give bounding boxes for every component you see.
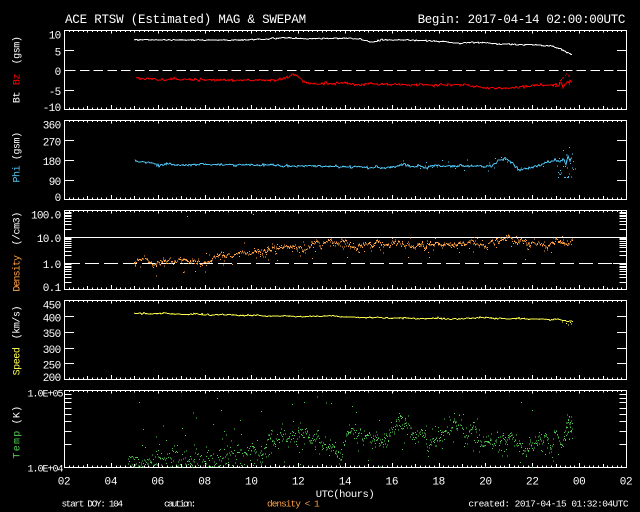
svg-text:Phi: Phi (12, 165, 24, 182)
svg-text:(K): (K) (12, 406, 24, 425)
svg-text:350: 350 (43, 329, 61, 341)
svg-text:450: 450 (43, 300, 61, 312)
svg-text:caution:: caution: (164, 499, 195, 510)
svg-text:400: 400 (43, 313, 61, 325)
svg-text:-5: -5 (49, 87, 61, 99)
svg-text:02: 02 (620, 477, 633, 489)
svg-text:12: 12 (292, 477, 305, 489)
svg-text:Bz: Bz (13, 74, 24, 86)
svg-text:density < 1: density < 1 (267, 499, 320, 510)
svg-text:10: 10 (49, 30, 61, 42)
svg-text:Bt: Bt (13, 92, 24, 103)
svg-text:5: 5 (55, 47, 61, 59)
svg-text:1.0E+05: 1.0E+05 (27, 390, 63, 401)
svg-text:18: 18 (432, 477, 445, 489)
svg-text:90: 90 (49, 177, 61, 189)
svg-text:06: 06 (151, 477, 164, 489)
svg-text:1.0E+04: 1.0E+04 (27, 465, 63, 476)
svg-text:360: 360 (43, 120, 61, 132)
svg-text:1.0: 1.0 (43, 260, 61, 272)
svg-text:Speed: Speed (12, 347, 24, 375)
svg-text:02: 02 (58, 477, 71, 489)
svg-text:300: 300 (43, 345, 61, 357)
svg-text:270: 270 (43, 137, 61, 149)
svg-text:00: 00 (573, 477, 586, 489)
svg-text:180: 180 (43, 157, 61, 169)
svg-text:(/cm3): (/cm3) (12, 212, 24, 245)
svg-text:(km/s): (km/s) (12, 306, 24, 339)
svg-text:0.1: 0.1 (43, 283, 62, 295)
svg-text:created: 2017-04-15 01:32:04UT: created: 2017-04-15 01:32:04UTC (468, 499, 629, 510)
svg-text:20: 20 (479, 477, 492, 489)
svg-text:250: 250 (43, 361, 61, 373)
svg-text:0: 0 (55, 193, 61, 205)
svg-text:10: 10 (245, 477, 258, 489)
svg-text:04: 04 (105, 477, 118, 489)
svg-text:Density: Density (12, 255, 24, 292)
svg-text:start DOY: 104: start DOY: 104 (62, 499, 124, 510)
svg-text:-10: -10 (43, 103, 61, 115)
svg-text:Temp: Temp (13, 429, 24, 458)
svg-text:Begin: 2017-04-14 02:00:00UTC: Begin: 2017-04-14 02:00:00UTC (418, 13, 625, 27)
svg-text:14: 14 (339, 477, 352, 489)
svg-text:(gsm): (gsm) (12, 132, 24, 160)
svg-text:16: 16 (386, 477, 399, 489)
svg-text:UTC(hours): UTC(hours) (316, 489, 375, 501)
svg-text:10.0: 10.0 (37, 234, 61, 246)
svg-text:22: 22 (526, 477, 539, 489)
svg-text:100.0: 100.0 (31, 210, 61, 222)
svg-text:200: 200 (43, 373, 61, 385)
svg-text:ACE RTSW (Estimated) MAG & SWE: ACE RTSW (Estimated) MAG & SWEPAM (65, 13, 306, 27)
svg-text:0: 0 (55, 67, 61, 79)
svg-text:(gsm): (gsm) (12, 37, 24, 65)
svg-text:08: 08 (198, 477, 211, 489)
